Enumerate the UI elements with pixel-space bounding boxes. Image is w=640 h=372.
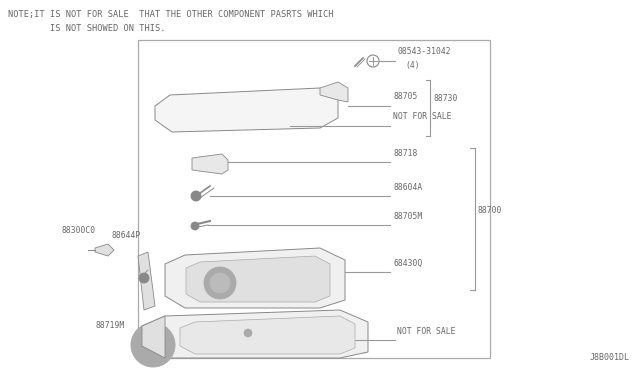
Text: IS NOT SHOWED ON THIS.: IS NOT SHOWED ON THIS. (8, 24, 166, 33)
Circle shape (204, 267, 236, 299)
Polygon shape (142, 316, 165, 358)
Text: 88300C0: 88300C0 (62, 226, 96, 235)
Text: 88644P: 88644P (112, 231, 141, 240)
Polygon shape (95, 244, 114, 256)
Polygon shape (142, 310, 368, 358)
Circle shape (139, 273, 149, 283)
Circle shape (131, 323, 175, 367)
Circle shape (191, 191, 201, 201)
Text: 88604A: 88604A (393, 183, 422, 192)
Polygon shape (180, 316, 355, 354)
Text: 68430Q: 68430Q (393, 259, 422, 268)
Polygon shape (155, 88, 338, 132)
Bar (138, 40, 490, 358)
Text: 88719M: 88719M (95, 321, 124, 330)
Circle shape (244, 329, 252, 337)
Text: 88730: 88730 (433, 94, 458, 103)
Text: NOTE;IT IS NOT FOR SALE  THAT THE OTHER COMPONENT PASRTS WHICH: NOTE;IT IS NOT FOR SALE THAT THE OTHER C… (8, 10, 333, 19)
Polygon shape (320, 82, 348, 102)
Text: 88700: 88700 (478, 206, 502, 215)
Text: 88705M: 88705M (393, 212, 422, 221)
Text: J8B001DL: J8B001DL (590, 353, 630, 362)
Text: 88705: 88705 (393, 92, 417, 101)
Polygon shape (192, 154, 228, 174)
Polygon shape (186, 256, 330, 302)
Text: NOT FOR SALE: NOT FOR SALE (393, 112, 451, 121)
Circle shape (210, 273, 230, 293)
Text: 88718: 88718 (393, 149, 417, 158)
Text: NOT FOR SALE: NOT FOR SALE (397, 327, 456, 336)
Text: (4): (4) (405, 61, 420, 70)
Polygon shape (165, 248, 345, 308)
Polygon shape (138, 252, 155, 310)
Circle shape (191, 222, 199, 230)
Text: 08543-31042: 08543-31042 (397, 47, 451, 56)
